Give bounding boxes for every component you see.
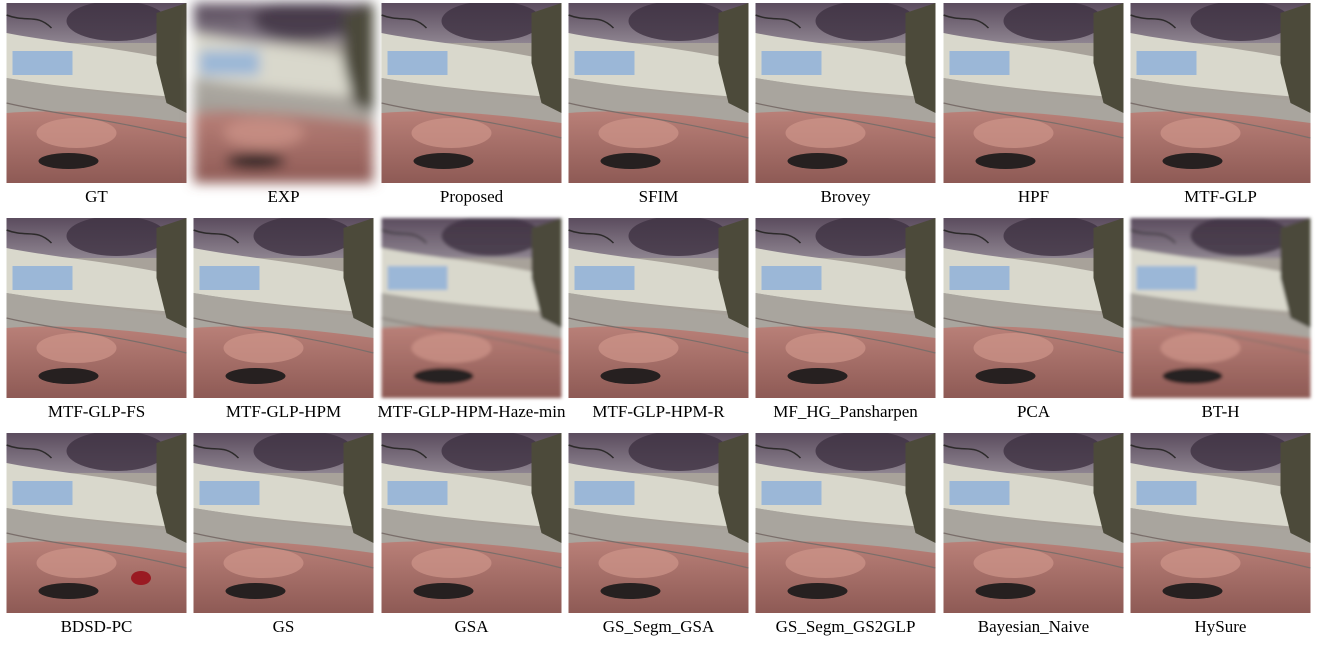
panel-caption: Brovey: [820, 187, 871, 206]
panel-image: [1131, 431, 1311, 613]
panel-image: [382, 216, 562, 398]
panel-image: [7, 1, 187, 183]
panel-image: [194, 431, 374, 613]
panel-caption: MTF-GLP: [1184, 187, 1257, 206]
panel-image: [756, 1, 936, 183]
panel-image: [194, 1, 374, 183]
panel-caption: MTF-GLP-FS: [48, 402, 145, 421]
artifact: [131, 571, 151, 585]
panel-image: [569, 431, 749, 613]
panel-caption: BDSD-PC: [61, 617, 133, 636]
panel-caption: MF_HG_Pansharpen: [773, 402, 918, 421]
figure: GT EXP Proposed SFIM Brovey HPF MTF-GLP MTF-GLP…: [0, 0, 1322, 642]
panel-image: [569, 216, 749, 398]
panel-image: [382, 1, 562, 183]
panel-caption: GT: [85, 187, 108, 206]
panel-image: [7, 216, 187, 398]
panel-image: [756, 431, 936, 613]
panel-caption: EXP: [267, 187, 299, 206]
page: GT EXP Proposed SFIM Brovey HPF MTF-GLP MTF-GLP…: [0, 0, 1322, 642]
panel-caption: SFIM: [639, 187, 679, 206]
panel-caption: Proposed: [440, 187, 504, 206]
panel-caption: HPF: [1018, 187, 1049, 206]
panel-caption: GS_Segm_GS2GLP: [776, 617, 916, 636]
panel-caption: HySure: [1195, 617, 1247, 636]
panel-caption: MTF-GLP-HPM-R: [592, 402, 725, 421]
panel-caption: Bayesian_Naive: [978, 617, 1089, 636]
panel-caption: BT-H: [1201, 402, 1239, 421]
panel-image: [569, 1, 749, 183]
panel-caption: GS: [273, 617, 295, 636]
panel-caption: MTF-GLP-HPM-Haze-min: [378, 402, 566, 421]
panel-image: [944, 1, 1124, 183]
panel-image: [756, 216, 936, 398]
panel-image: [1131, 1, 1311, 183]
panel-image: [1131, 216, 1311, 398]
panel-image: [382, 431, 562, 613]
panel-image: [944, 216, 1124, 398]
panel-caption: GS_Segm_GSA: [603, 617, 715, 636]
panel-image: [194, 216, 374, 398]
panel-caption: PCA: [1017, 402, 1051, 421]
panel-image: [7, 431, 187, 613]
panel-caption: MTF-GLP-HPM: [226, 402, 341, 421]
panel-caption: GSA: [454, 617, 489, 636]
panel-image: [944, 431, 1124, 613]
